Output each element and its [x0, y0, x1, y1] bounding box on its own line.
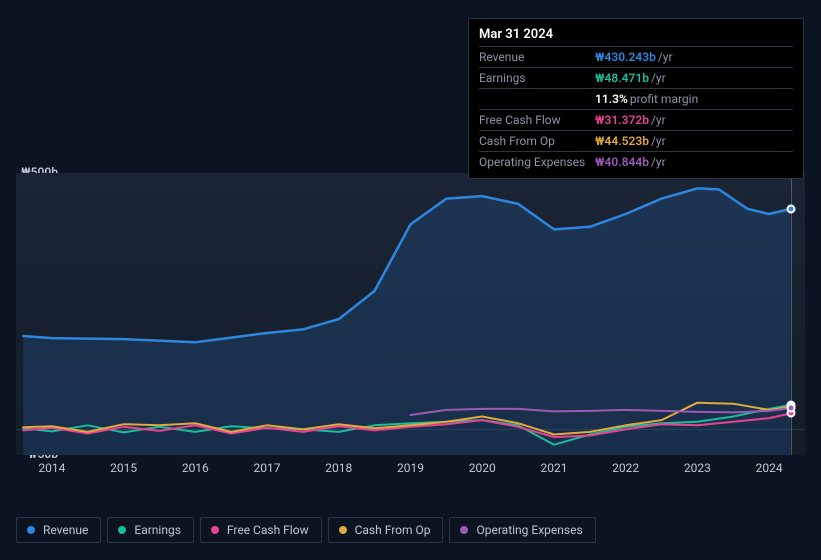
cursor-dot [786, 204, 795, 213]
cursor-dot [786, 404, 795, 413]
tooltip-metric-value: 11.3% [595, 92, 628, 106]
legend-item-earnings[interactable]: Earnings [107, 517, 194, 543]
legend-label: Free Cash Flow [227, 523, 309, 537]
legend: Revenue Earnings Free Cash Flow Cash From O… [16, 517, 596, 543]
legend-swatch [339, 526, 347, 534]
tooltip-row: Free Cash Flow₩31.372b /yr [479, 109, 793, 130]
legend-swatch [211, 526, 219, 534]
tooltip-row: Earnings₩48.471b /yr [479, 67, 793, 88]
financial-chart[interactable]: ₩500b₩0-₩50b 201420152016201720182019202… [0, 155, 821, 485]
legend-item-free-cash-flow[interactable]: Free Cash Flow [200, 517, 322, 543]
legend-label: Earnings [134, 523, 181, 537]
legend-item-revenue[interactable]: Revenue [16, 517, 101, 543]
x-tick-label: 2020 [469, 461, 496, 475]
tooltip-metric-label: Operating Expenses [479, 155, 595, 169]
legend-swatch [118, 526, 126, 534]
tooltip-metric-label [479, 92, 595, 106]
x-tick-label: 2019 [397, 461, 424, 475]
tooltip-metric-value: ₩430.243b [595, 50, 656, 64]
legend-label: Revenue [43, 523, 88, 537]
tooltip-metric-value: ₩44.523b [595, 134, 649, 148]
tooltip-metric-unit: /yr [651, 71, 666, 85]
legend-item-cash-from-op[interactable]: Cash From Op [328, 517, 444, 543]
tooltip-row: Revenue₩430.243b /yr [479, 46, 793, 67]
x-tick-label: 2017 [254, 461, 281, 475]
tooltip-metric-unit: /yr [651, 113, 666, 127]
tooltip-row: 11.3% profit margin [479, 88, 793, 109]
legend-swatch [27, 526, 35, 534]
x-tick-label: 2016 [182, 461, 209, 475]
legend-item-operating-expenses[interactable]: Operating Expenses [449, 517, 595, 543]
plot-area[interactable] [16, 173, 805, 455]
legend-swatch [460, 526, 468, 534]
tooltip-metric-label: Cash From Op [479, 134, 595, 148]
x-tick-label: 2023 [684, 461, 711, 475]
tooltip-metric-label: Revenue [479, 50, 595, 64]
tooltip-panel: Mar 31 2024 Revenue₩430.243b /yrEarnings… [468, 18, 804, 179]
tooltip-metric-unit: /yr [651, 134, 666, 148]
tooltip-row: Cash From Op₩44.523b /yr [479, 130, 793, 151]
tooltip-metric-value: ₩48.471b [595, 71, 649, 85]
x-tick-label: 2021 [540, 461, 567, 475]
x-tick-label: 2018 [325, 461, 352, 475]
x-tick-label: 2024 [756, 461, 783, 475]
tooltip-metric-label: Earnings [479, 71, 595, 85]
x-tick-label: 2022 [612, 461, 639, 475]
tooltip-metric-unit: /yr [651, 155, 666, 169]
tooltip-row: Operating Expenses₩40.844b /yr [479, 151, 793, 172]
tooltip-metric-value: ₩40.844b [595, 155, 649, 169]
legend-label: Cash From Op [355, 523, 431, 537]
tooltip-metric-unit: /yr [658, 50, 673, 64]
chart-svg [16, 173, 805, 455]
tooltip-metric-label: Free Cash Flow [479, 113, 595, 127]
x-tick-label: 2014 [38, 461, 65, 475]
legend-label: Operating Expenses [476, 523, 582, 537]
x-tick-label: 2015 [110, 461, 137, 475]
tooltip-metric-unit: profit margin [630, 92, 698, 106]
tooltip-date: Mar 31 2024 [479, 25, 793, 46]
tooltip-metric-value: ₩31.372b [595, 113, 649, 127]
tooltip-rows: Revenue₩430.243b /yrEarnings₩48.471b /yr… [479, 46, 793, 172]
